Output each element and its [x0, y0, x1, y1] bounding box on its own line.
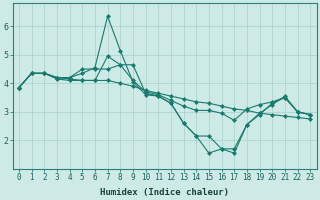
X-axis label: Humidex (Indice chaleur): Humidex (Indice chaleur) [100, 188, 229, 197]
